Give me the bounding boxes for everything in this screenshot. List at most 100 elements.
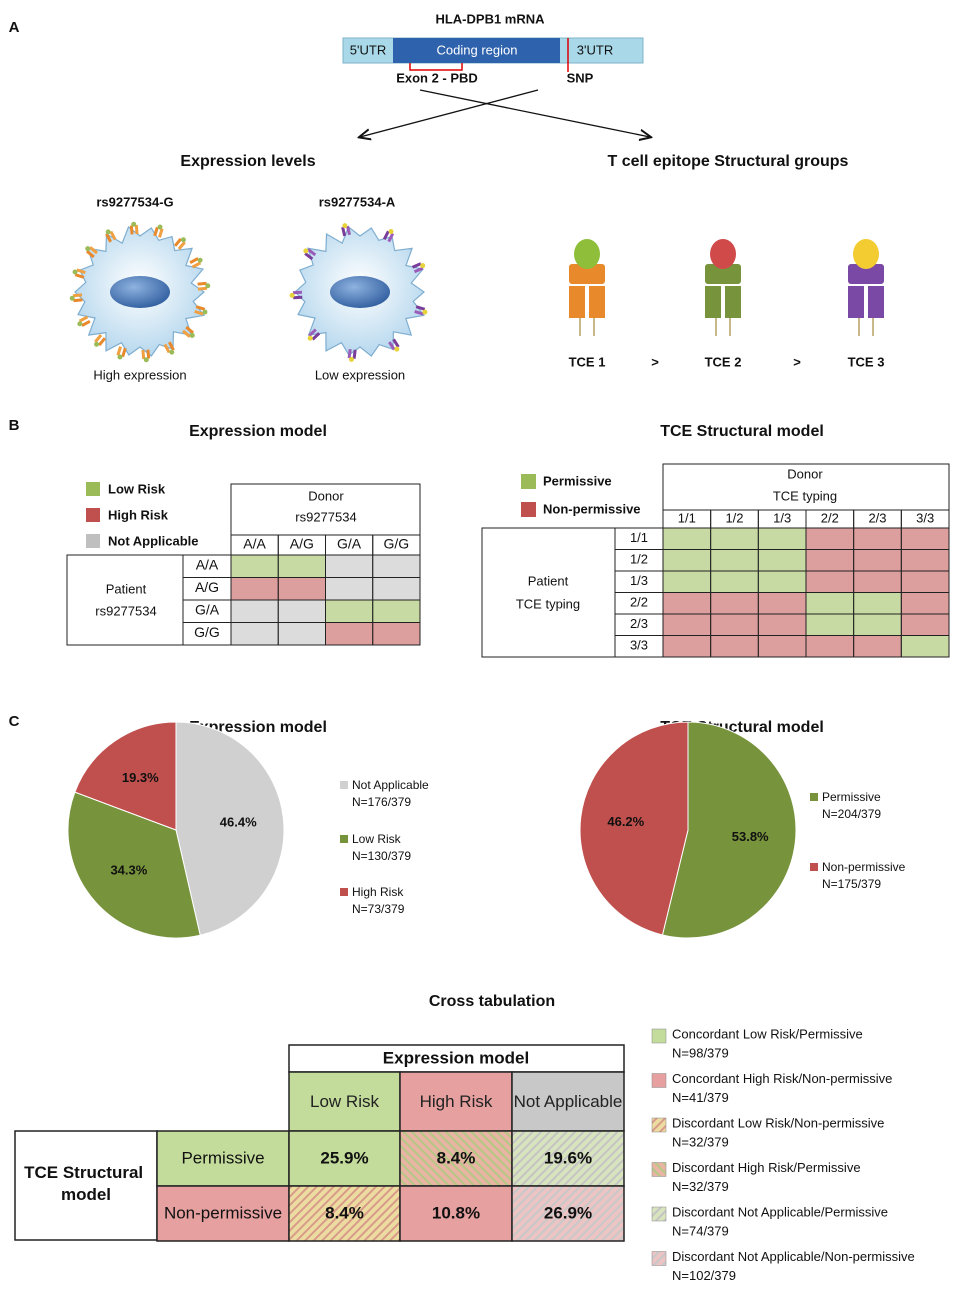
receptor xyxy=(303,248,317,261)
receptor-head xyxy=(422,309,428,315)
receptor-part xyxy=(195,305,206,311)
legend-label: Permissive xyxy=(543,473,612,488)
receptor-head xyxy=(289,292,295,298)
legend-swatch xyxy=(86,534,100,548)
patient-header xyxy=(481,527,616,658)
receptor-part xyxy=(89,246,98,255)
crosstab-cell xyxy=(288,1130,401,1187)
receptor-part xyxy=(73,298,83,303)
risk-cell xyxy=(230,599,279,623)
crosstab-cell xyxy=(511,1130,625,1187)
legend-count: N=32/379 xyxy=(672,1134,729,1149)
legend-count: N=175/379 xyxy=(822,877,881,891)
genotype-label: G/A xyxy=(195,602,220,618)
receptor-part xyxy=(352,349,357,359)
pie-slice xyxy=(67,791,201,939)
patient-label: Patient xyxy=(106,581,147,596)
receptor-part xyxy=(153,226,159,237)
risk-cell xyxy=(277,554,326,578)
receptor-head xyxy=(348,356,354,362)
permissive-cell xyxy=(853,527,902,550)
permissive-cell xyxy=(805,592,855,615)
pie-slice xyxy=(74,721,177,831)
legend-swatch xyxy=(810,863,818,871)
receptor-part xyxy=(134,224,139,235)
row-group-header xyxy=(14,1130,158,1241)
receptor-part xyxy=(129,225,134,235)
permissive-cell xyxy=(853,635,902,658)
legend-label: Concordant Low Risk/Permissive xyxy=(672,1026,863,1041)
receptor-part xyxy=(191,261,202,269)
receptor-part xyxy=(311,332,321,341)
tce-body xyxy=(569,264,605,284)
permissive-cell xyxy=(757,549,807,572)
utr3-label: 3'UTR xyxy=(577,42,613,57)
donor-label: Donor xyxy=(787,466,823,481)
receptor-part xyxy=(78,315,89,323)
exon-label: Exon 2 - PBD xyxy=(396,70,478,85)
cell-value: 19.6% xyxy=(544,1148,592,1167)
permissive-cell xyxy=(662,613,712,636)
column-header-text: Low Risk xyxy=(310,1091,379,1111)
receptor xyxy=(414,305,428,316)
receptor xyxy=(197,281,211,291)
receptor xyxy=(85,246,98,259)
patient-sub: rs9277534 xyxy=(95,603,156,618)
risk-cell xyxy=(230,622,279,646)
risk-cell xyxy=(372,577,421,601)
permissive-cell xyxy=(853,592,902,615)
legend-label: Discordant Not Applicable/Non-permissive xyxy=(672,1249,915,1264)
section-title: Expression levels xyxy=(180,153,315,170)
receptor-part xyxy=(414,310,424,316)
receptor-part xyxy=(387,232,395,243)
receptor-part xyxy=(413,266,424,274)
order-sign: > xyxy=(651,354,659,369)
receptor-head xyxy=(169,349,175,355)
slice-label: 46.4% xyxy=(220,814,257,829)
column-header xyxy=(288,1071,401,1132)
receptor-part xyxy=(308,328,317,337)
permissive-cell xyxy=(805,635,855,658)
receptor-head xyxy=(94,341,100,347)
receptor-part xyxy=(346,225,351,236)
permissive-cell xyxy=(805,527,855,550)
receptor-part xyxy=(411,262,422,269)
slice-label: 53.8% xyxy=(732,829,769,844)
permissive-cell xyxy=(710,570,759,593)
tce-body xyxy=(569,286,585,318)
crosstab-cell xyxy=(288,1185,401,1242)
receptor-part xyxy=(72,293,83,298)
receptor-part xyxy=(194,310,204,316)
legend-count: N=204/379 xyxy=(822,807,881,821)
cell-value: 8.4% xyxy=(325,1203,364,1222)
chart-title: Expression model xyxy=(189,719,327,736)
legend-swatch xyxy=(810,793,818,801)
tce-body xyxy=(848,264,884,284)
risk-cell xyxy=(372,554,421,578)
crosstab-cell xyxy=(511,1185,625,1242)
legend-label: Low Risk xyxy=(108,481,166,496)
legend-label: Discordant Low Risk/Non-permissive xyxy=(672,1115,884,1130)
receptor-part xyxy=(197,281,207,286)
slice-label: 46.2% xyxy=(607,814,644,829)
legend-swatch xyxy=(521,474,536,489)
receptor-part xyxy=(116,346,122,356)
permissive-cell xyxy=(805,549,855,572)
donor-sub: TCE typing xyxy=(773,488,837,503)
tce-label: TCE 2 xyxy=(705,354,742,369)
tce-label: TCE 1 xyxy=(569,354,606,369)
receptor-head xyxy=(72,269,78,275)
column-header-label: Low Risk xyxy=(310,1091,379,1111)
receptor-head xyxy=(69,295,75,301)
receptor-part xyxy=(341,226,347,237)
cell-value: 10.8% xyxy=(432,1203,480,1222)
permissive-cell xyxy=(710,527,759,550)
permissive-cell xyxy=(757,570,807,593)
permissive-cell xyxy=(757,613,807,636)
receptor-head xyxy=(143,357,149,363)
arrow xyxy=(360,89,539,137)
nucleus xyxy=(330,276,390,308)
receptor xyxy=(69,293,83,303)
receptor-part xyxy=(382,230,390,240)
